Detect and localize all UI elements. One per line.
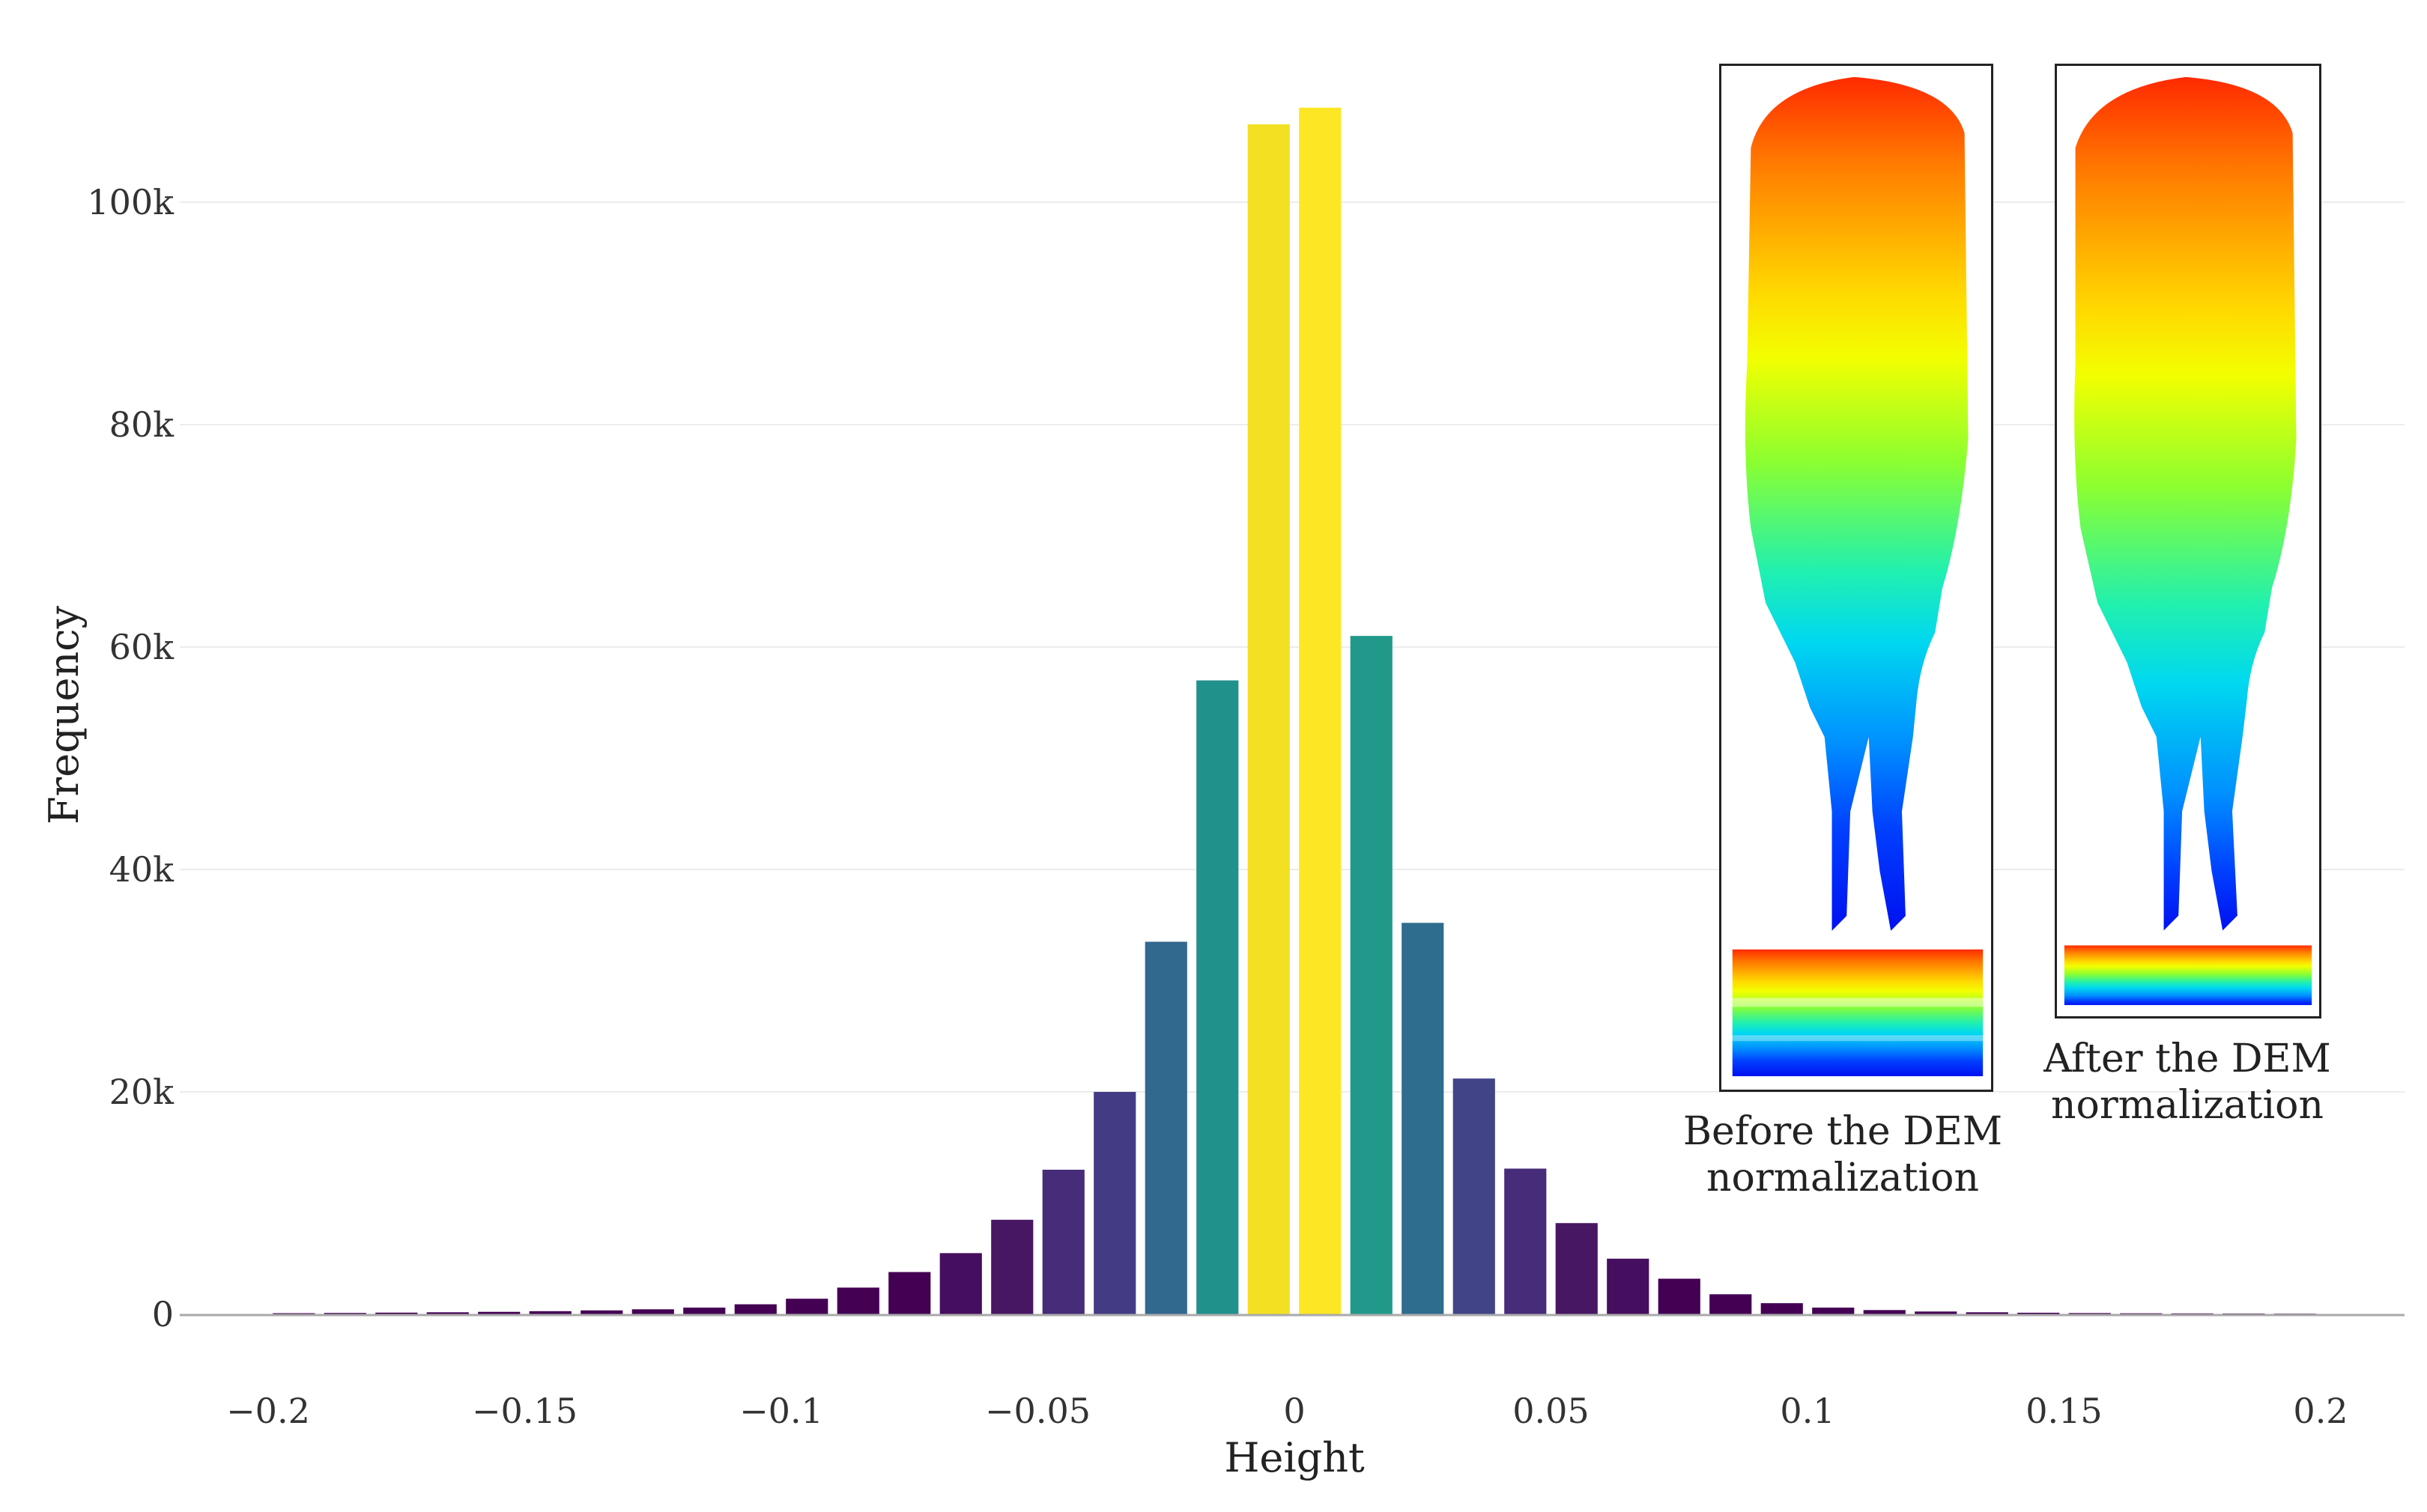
histogram-bar bbox=[1709, 1294, 1752, 1314]
point-cloud-before-image bbox=[1732, 76, 1984, 1077]
x-tick-label: −0.1 bbox=[739, 1391, 823, 1431]
x-tick-label: 0.2 bbox=[2293, 1391, 2348, 1431]
x-tick-labels: −0.2 −0.15 −0.1 −0.05 0 0.05 0.1 0.15 0.2 bbox=[226, 1391, 2348, 1431]
histogram-bar bbox=[1094, 1092, 1136, 1314]
x-tick-label: 0 bbox=[1283, 1391, 1305, 1431]
histogram-bar bbox=[631, 1309, 674, 1314]
histogram-bar bbox=[1504, 1168, 1547, 1314]
histogram-bar bbox=[581, 1310, 623, 1314]
histogram-bar bbox=[1196, 680, 1239, 1314]
x-tick-label: 0.1 bbox=[1780, 1391, 1834, 1431]
x-tick-label: −0.15 bbox=[472, 1391, 578, 1431]
histogram-bar bbox=[426, 1312, 469, 1314]
x-tick-label: −0.05 bbox=[985, 1391, 1091, 1431]
x-tick-label: 0.15 bbox=[2025, 1391, 2102, 1431]
y-tick-labels: 0 20k 40k 60k 80k 100k bbox=[87, 182, 175, 1335]
histogram-bar bbox=[837, 1287, 879, 1314]
histogram-bar bbox=[1452, 1078, 1495, 1314]
x-tick-label: 0.05 bbox=[1512, 1391, 1589, 1431]
caption-before-line1: Before the DEM bbox=[1682, 1109, 2003, 1154]
histogram-bar bbox=[2068, 1313, 2111, 1315]
histogram-bar bbox=[375, 1312, 418, 1314]
histogram-bar bbox=[888, 1272, 931, 1314]
histogram-bar bbox=[991, 1219, 1034, 1314]
histogram-bar bbox=[324, 1313, 366, 1315]
histogram-bar bbox=[1863, 1310, 1906, 1314]
histogram-bar bbox=[1247, 124, 1290, 1314]
y-tick-label: 60k bbox=[109, 627, 175, 667]
caption-after-line1: After the DEM bbox=[2043, 1036, 2331, 1081]
histogram-bar bbox=[1145, 941, 1187, 1314]
y-tick-label: 0 bbox=[152, 1294, 174, 1335]
y-axis-title: Frequency bbox=[40, 605, 88, 825]
histogram-bar bbox=[1555, 1223, 1598, 1314]
histogram-bar bbox=[1402, 923, 1444, 1314]
bars bbox=[273, 107, 2316, 1316]
caption-before-line2: normalization bbox=[1706, 1156, 1979, 1200]
histogram-bar bbox=[939, 1253, 982, 1314]
x-axis-title: Height bbox=[1224, 1434, 1365, 1481]
caption-after: After the DEM normalization bbox=[2019, 1036, 2356, 1129]
y-tick-label: 80k bbox=[109, 404, 175, 445]
inset-before-normalization bbox=[1719, 64, 1993, 1092]
y-tick-label: 20k bbox=[109, 1072, 175, 1112]
point-cloud-after-image bbox=[2064, 76, 2312, 1006]
gridlines bbox=[180, 201, 2405, 1093]
y-tick-label: 40k bbox=[109, 849, 175, 890]
caption-before: Before the DEM normalization bbox=[1670, 1108, 2015, 1201]
histogram-bar bbox=[1812, 1308, 1855, 1314]
histogram-bar bbox=[478, 1311, 521, 1314]
histogram-bar bbox=[1350, 636, 1393, 1314]
inset-after-normalization bbox=[2055, 64, 2321, 1018]
histogram-bar bbox=[1042, 1169, 1085, 1314]
caption-after-line2: normalization bbox=[2051, 1083, 2324, 1128]
histogram-bar bbox=[1966, 1312, 2008, 1314]
histogram-bar bbox=[1760, 1303, 1803, 1314]
histogram-bar bbox=[2017, 1312, 2060, 1314]
x-tick-label: −0.2 bbox=[226, 1391, 310, 1431]
histogram-bar bbox=[786, 1299, 828, 1314]
histogram-bar bbox=[734, 1304, 777, 1314]
histogram-bar bbox=[1915, 1311, 1957, 1314]
histogram-bar bbox=[1658, 1278, 1700, 1314]
y-tick-label: 100k bbox=[87, 182, 175, 222]
histogram-bar bbox=[1607, 1258, 1649, 1314]
histogram-bar bbox=[1299, 107, 1342, 1314]
histogram-bar bbox=[683, 1308, 726, 1314]
histogram-bar bbox=[529, 1311, 572, 1314]
